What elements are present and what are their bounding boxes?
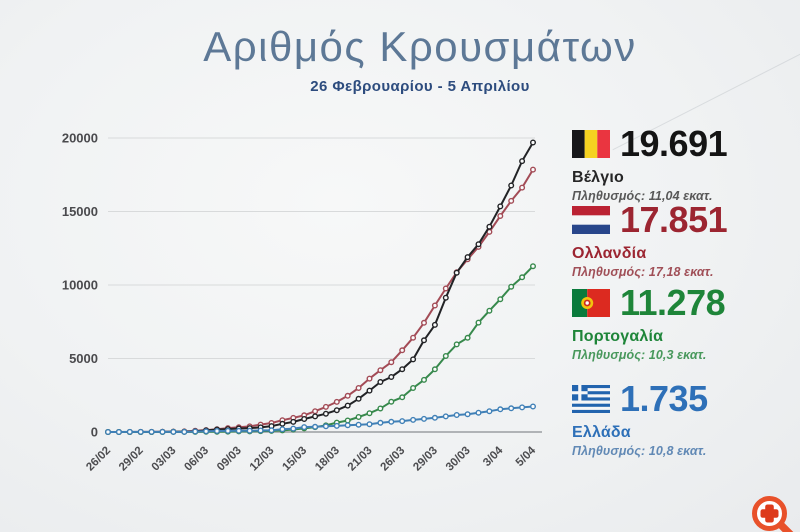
population-portugal: Πληθυσμός: 10,3 εκατ. [572, 348, 707, 362]
svg-text:0: 0 [91, 425, 98, 440]
country-name-greece: Ελλάδα [572, 424, 631, 441]
svg-text:10000: 10000 [62, 278, 98, 293]
svg-text:26/03: 26/03 [379, 445, 408, 474]
population-belgium: Πληθυσμός: 11,04 εκατ. [572, 189, 713, 203]
population-greece: Πληθυσμός: 10,8 εκατ. [572, 444, 707, 458]
chart-header: Αριθμός Κρουσμάτων 26 Φεβρουαρίου - 5 Απ… [40, 23, 800, 96]
svg-text:26/02: 26/02 [84, 445, 113, 474]
svg-text:5000: 5000 [69, 351, 98, 366]
svg-text:20000: 20000 [62, 131, 98, 146]
case-count-netherlands: 17.851 [620, 199, 728, 240]
date-range-subtitle: 26 Φεβρουαρίου - 5 Απριλίου [310, 78, 530, 96]
svg-text:09/03: 09/03 [215, 445, 244, 474]
page-title: Αριθμός Κρουσμάτων [203, 23, 637, 70]
country-legend: 19.691 Βέλγιο Πληθυσμός: 11,04 εκατ. 17.… [572, 0, 800, 532]
svg-text:12/03: 12/03 [248, 445, 277, 474]
case-count-belgium: 19.691 [620, 123, 728, 164]
legend-entry-belgium: 19.691 Βέλγιο Πληθυσμός: 11,04 εκατ. [572, 126, 800, 203]
magnifier-plus-logo-icon [748, 492, 800, 532]
greece-flag-icon [572, 385, 610, 413]
cases-line-chart: 0 5000 10000 15000 20000 26/02 29/02 03/03 06/03… [62, 131, 542, 474]
portugal-flag-icon [572, 289, 610, 317]
netherlands-flag-icon [572, 206, 610, 234]
svg-text:18/03: 18/03 [313, 445, 342, 474]
country-name-belgium: Βέλγιο [572, 169, 624, 186]
svg-text:03/03: 03/03 [150, 445, 179, 474]
svg-text:21/03: 21/03 [346, 445, 375, 474]
svg-text:3/04: 3/04 [481, 444, 506, 469]
country-name-portugal: Πορτογαλία [572, 328, 664, 345]
legend-entry-greece: 1.735 Ελλάδα Πληθυσμός: 10,8 εκατ. [572, 381, 800, 458]
svg-text:30/03: 30/03 [444, 445, 473, 474]
country-name-netherlands: Ολλανδία [572, 245, 647, 262]
svg-text:06/03: 06/03 [182, 445, 211, 474]
legend-entry-portugal: 11.278 Πορτογαλία Πληθυσμός: 10,3 εκατ. [572, 285, 800, 362]
legend-entry-netherlands: 17.851 Ολλανδία Πληθυσμός: 17,18 εκατ. [572, 202, 800, 279]
svg-text:5/04: 5/04 [514, 444, 539, 469]
svg-text:15/03: 15/03 [280, 445, 309, 474]
svg-text:29/03: 29/03 [411, 445, 440, 474]
belgium-flag-icon [572, 130, 610, 158]
svg-text:29/02: 29/02 [117, 445, 146, 474]
svg-text:15000: 15000 [62, 204, 98, 219]
population-netherlands: Πληθυσμός: 17,18 εκατ. [572, 265, 714, 279]
case-count-greece: 1.735 [620, 378, 708, 419]
case-count-portugal: 11.278 [620, 282, 726, 323]
